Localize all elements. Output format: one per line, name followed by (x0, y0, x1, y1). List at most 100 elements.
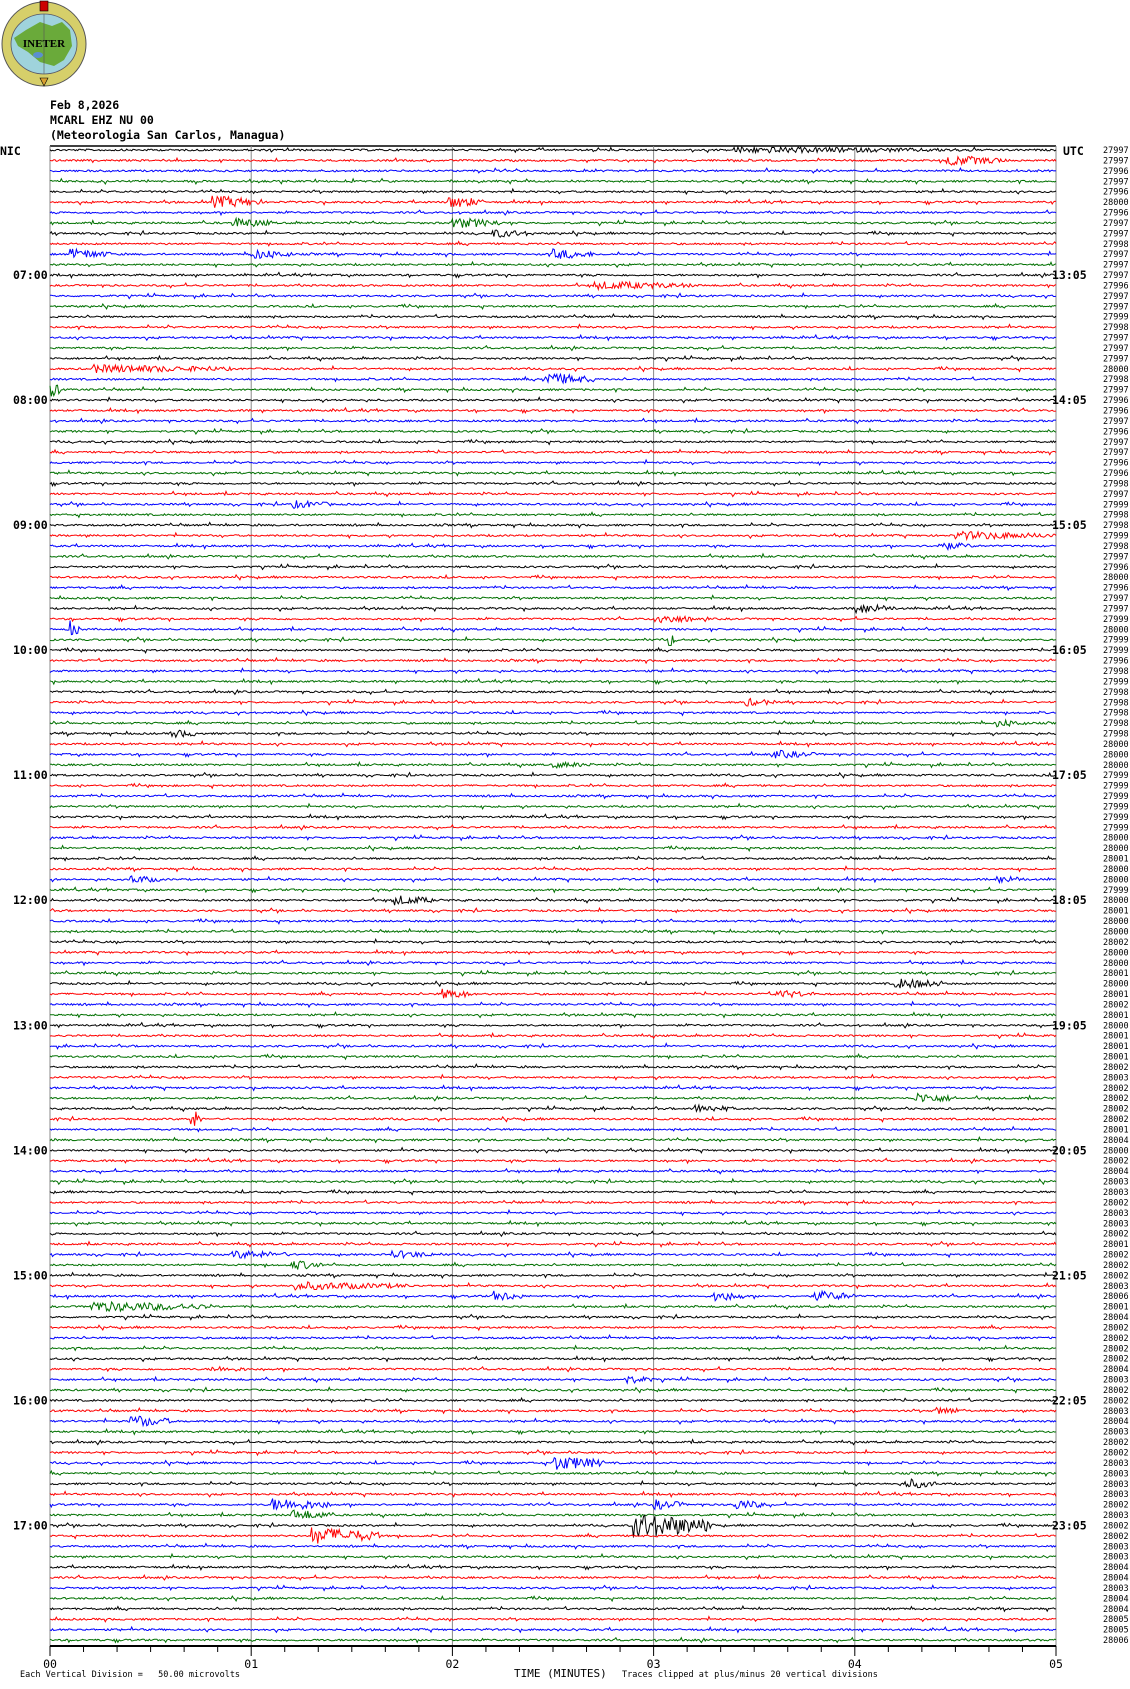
seismic-trace (49, 1498, 1057, 1511)
trace-offset-label: 27999 (1103, 802, 1129, 812)
seismic-trace (49, 458, 1057, 467)
trace-offset-label: 27998 (1103, 521, 1129, 531)
seismic-trace (49, 1605, 1056, 1613)
seismic-trace (49, 1111, 1057, 1126)
utc-hour-label: 18:05 (1052, 893, 1087, 907)
trace-offset-label: 27997 (1103, 448, 1129, 458)
seismic-trace (50, 1021, 1057, 1029)
right-timezone-label: UTC (1063, 144, 1084, 158)
seismic-trace (49, 1052, 1057, 1061)
trace-offset-label: 27999 (1103, 813, 1129, 823)
seismic-trace (49, 1125, 1057, 1133)
seismic-trace (49, 697, 1057, 707)
seismic-trace (49, 958, 1057, 967)
trace-offset-label: 28003 (1103, 1407, 1129, 1417)
utc-hour-label: 13:05 (1052, 268, 1087, 282)
seismic-trace (49, 865, 1057, 873)
trace-offset-label: 27997 (1103, 146, 1129, 156)
nic-hour-label: 11:00 (13, 768, 48, 782)
trace-offset-label: 27999 (1103, 636, 1129, 646)
seismic-trace (49, 187, 1057, 196)
trace-offset-label: 28002 (1103, 938, 1129, 948)
seismic-trace (49, 1177, 1057, 1186)
trace-offset-label: 28002 (1103, 1396, 1129, 1406)
trace-offset-label: 28003 (1103, 1376, 1129, 1386)
trace-offset-label: 28002 (1103, 1094, 1129, 1104)
trace-offset-label: 28003 (1103, 1178, 1129, 1188)
seismic-trace (49, 469, 1057, 477)
trace-offset-label: 28004 (1103, 1136, 1129, 1146)
trace-offset-label: 28003 (1103, 1282, 1129, 1292)
seismic-trace (49, 333, 1057, 342)
trace-offset-label: 28001 (1103, 1053, 1129, 1063)
seismic-trace (49, 552, 1057, 560)
seismic-trace (50, 895, 1057, 906)
seismic-trace (49, 354, 1057, 363)
seismic-trace (49, 677, 1057, 686)
seismic-trace (49, 372, 1057, 385)
trace-offset-label: 27997 (1103, 354, 1129, 364)
trace-offset-label: 28002 (1103, 1261, 1129, 1271)
trace-offset-label: 28001 (1103, 1032, 1129, 1042)
seismic-trace (49, 1208, 1057, 1217)
seismic-trace (49, 145, 1057, 155)
utc-hour-label: 23:05 (1052, 1518, 1087, 1532)
trace-offset-label: 28000 (1103, 980, 1129, 990)
trace-offset-label: 27996 (1103, 188, 1129, 198)
clip-note: Traces clipped at plus/minus 20 vertical… (622, 1670, 878, 1680)
trace-offset-label: 27997 (1103, 344, 1129, 354)
seismic-trace (49, 292, 1057, 300)
seismic-trace (49, 209, 1057, 217)
seismic-trace (49, 1514, 1057, 1538)
trace-offset-label: 28002 (1103, 1334, 1129, 1344)
seismic-trace (49, 1509, 1057, 1519)
utc-hour-label: 14:05 (1052, 393, 1087, 407)
trace-offset-label: 28002 (1103, 1532, 1129, 1542)
trace-offset-label: 27999 (1103, 823, 1129, 833)
seismic-trace (49, 1386, 1057, 1394)
seismic-trace (49, 1249, 1057, 1260)
trace-offset-label: 27997 (1103, 604, 1129, 614)
seismic-trace (49, 167, 1057, 174)
trace-offset-label: 27999 (1103, 886, 1129, 896)
trace-offset-label: 28000 (1103, 573, 1129, 583)
trace-offset-label: 28002 (1103, 1271, 1129, 1281)
seismic-trace (49, 1281, 1057, 1291)
seismic-trace (49, 1636, 1057, 1644)
seismic-trace (49, 177, 1057, 186)
seismic-trace (49, 875, 1057, 885)
seismic-trace (49, 1563, 1056, 1571)
seismic-trace (50, 603, 1057, 615)
seismic-trace (49, 1406, 1057, 1415)
seismic-trace (49, 977, 1057, 990)
trace-offset-label: 28003 (1103, 1073, 1129, 1083)
seismic-trace (49, 1219, 1057, 1228)
trace-offset-label: 27997 (1103, 490, 1129, 500)
svg-text:INETER: INETER (23, 38, 66, 50)
trace-offset-label: 28001 (1103, 1042, 1129, 1052)
seismic-trace (49, 438, 1057, 446)
seismic-trace (49, 1092, 1057, 1103)
seismic-trace (49, 1063, 1057, 1071)
trace-offset-label: 27998 (1103, 542, 1129, 552)
utc-hour-label: 21:05 (1052, 1268, 1087, 1282)
trace-offset-label: 28003 (1103, 1511, 1129, 1521)
scale-note: Each Vertical Division = 50.00 microvolt… (20, 1670, 241, 1680)
trace-offset-label: 27999 (1103, 500, 1129, 510)
seismic-trace (49, 1457, 1057, 1470)
trace-offset-label: 28003 (1103, 1209, 1129, 1219)
trace-offset-label: 27997 (1103, 594, 1129, 604)
trace-offset-label: 28000 (1103, 740, 1129, 750)
trace-offset-label: 28002 (1103, 1355, 1129, 1365)
seismic-trace (49, 1073, 1057, 1081)
trace-offset-label: 27999 (1103, 782, 1129, 792)
trace-offset-label: 28002 (1103, 1230, 1129, 1240)
seismic-trace (50, 573, 1056, 581)
seismic-trace (50, 1240, 1057, 1248)
trace-offset-label: 28002 (1103, 1084, 1129, 1094)
seismic-trace (49, 1625, 1057, 1634)
seismic-trace (49, 1136, 1056, 1144)
trace-offset-label: 27998 (1103, 719, 1129, 729)
seismic-trace (49, 302, 1057, 311)
trace-offset-label: 28005 (1103, 1626, 1129, 1636)
